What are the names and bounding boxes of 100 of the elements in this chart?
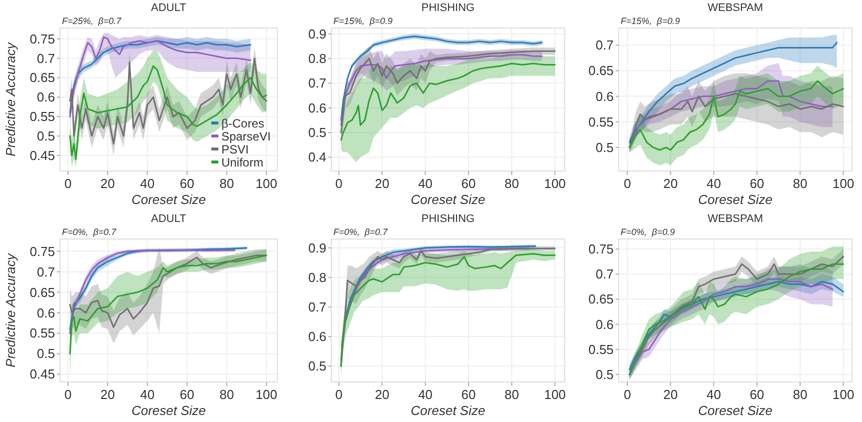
x-tick-label: 60 [461, 176, 476, 191]
y-tick-label: 0.7 [308, 76, 326, 91]
y-tick-label: 0.75 [30, 244, 55, 259]
y-tick-label: 0.6 [596, 88, 614, 104]
y-tick-label: 0.6 [308, 329, 326, 344]
y-tick-label: 0.6 [596, 316, 614, 332]
y-axis-title: Predictive Accuracy [3, 252, 18, 368]
y-tick-label: 0.5 [308, 125, 326, 140]
y-tick-label: 0.45 [30, 148, 55, 163]
x-tick-label: 40 [418, 176, 433, 191]
y-tick-label: 0.8 [308, 51, 326, 66]
y-tick-label: 0.65 [588, 292, 614, 307]
x-tick-label: 40 [706, 176, 721, 191]
y-tick-label: 0.65 [30, 284, 55, 300]
x-tick-label: 100 [832, 176, 854, 191]
y-tick-label: 0.75 [588, 242, 614, 257]
legend-label: SparseVI [221, 130, 271, 144]
y-tick-label: 0.6 [36, 305, 55, 320]
y-tick-label: 0.4 [308, 150, 326, 165]
y-tick-label: 0.65 [30, 70, 55, 86]
y-tick-label: 0.5 [36, 128, 55, 144]
chart-title: WEBSPAM [708, 2, 764, 14]
y-tick-label: 0.9 [308, 26, 326, 42]
y-tick-label: 0.7 [596, 266, 614, 282]
line-series [69, 254, 268, 328]
y-tick-label: 0.55 [588, 342, 614, 357]
legend-label: PSVI [221, 142, 249, 156]
chart-subtitle: F=25%, β=0.7 [62, 16, 122, 26]
x-tick-label: 80 [792, 387, 808, 402]
chart-subtitle: F=15%, β=0.9 [333, 16, 393, 26]
chart-title: ADULT [151, 213, 187, 225]
y-tick-label: 0.7 [36, 264, 55, 280]
x-tick-label: 20 [663, 387, 678, 402]
x-tick-label: 100 [544, 176, 566, 191]
y-tick-label: 0.5 [596, 140, 614, 155]
y-tick-label: 0.8 [308, 270, 326, 285]
x-tick-label: 60 [750, 387, 764, 402]
chart-subtitle: F=15%, β=0.9 [620, 16, 680, 26]
x-tick-label: 100 [832, 387, 854, 402]
chart-title: ADULT [151, 2, 187, 14]
y-tick-label: 0.5 [596, 366, 614, 382]
x-axis-title: Coreset Size [698, 403, 773, 418]
y-tick-label: 0.5 [36, 346, 55, 362]
x-tick-label: 60 [180, 387, 194, 402]
x-tick-label: 80 [504, 387, 519, 402]
x-tick-label: 20 [100, 176, 115, 191]
x-tick-label: 80 [219, 176, 234, 191]
x-tick-label: 60 [750, 176, 764, 191]
y-tick-label: 0.55 [30, 109, 55, 124]
x-tick-label: 0 [624, 176, 631, 191]
legend-label: β-Cores [221, 116, 264, 130]
y-axis-title: Predictive Accuracy [3, 41, 18, 156]
x-axis-title: Coreset Size [131, 403, 206, 418]
y-tick-label: 0.55 [30, 326, 55, 341]
x-tick-label: 20 [663, 176, 678, 191]
chart-title: PHISHING [421, 2, 475, 14]
chart-subtitle: F=0%, β=0.7 [62, 227, 118, 237]
x-tick-label: 80 [219, 387, 234, 402]
y-tick-label: 0.75 [30, 31, 55, 46]
chart-title: PHISHING [421, 213, 475, 225]
y-tick-label: 0.6 [36, 90, 55, 105]
chart-title: WEBSPAM [708, 213, 764, 225]
x-tick-label: 40 [140, 387, 155, 402]
x-tick-label: 100 [256, 176, 278, 191]
x-tick-label: 0 [335, 176, 343, 191]
x-tick-label: 20 [374, 387, 390, 402]
x-tick-label: 40 [140, 176, 155, 191]
x-axis-title: Coreset Size [131, 192, 206, 207]
x-axis-title: Coreset Size [698, 192, 773, 207]
x-tick-label: 100 [544, 387, 566, 402]
line-series [340, 62, 556, 141]
y-tick-label: 0.6 [308, 100, 326, 116]
x-tick-label: 0 [335, 387, 343, 402]
x-tick-label: 40 [418, 387, 433, 402]
x-axis-title: Coreset Size [410, 403, 486, 418]
x-tick-label: 0 [64, 387, 72, 402]
y-tick-label: 0.65 [588, 63, 614, 78]
x-tick-label: 100 [256, 387, 278, 402]
x-tick-label: 60 [180, 176, 194, 191]
y-tick-label: 0.5 [308, 358, 326, 374]
line-series [69, 254, 268, 354]
line-series [628, 92, 844, 148]
legend-label: Uniform [221, 156, 264, 170]
x-tick-label: 80 [504, 176, 519, 191]
y-tick-label: 0.7 [36, 50, 55, 66]
x-axis-title: Coreset Size [410, 192, 486, 207]
y-tick-label: 0.55 [588, 114, 614, 130]
chart-subtitle: F=0%, β=0.9 [620, 227, 675, 237]
y-tick-label: 0.9 [308, 240, 326, 256]
y-tick-label: 0.7 [596, 38, 614, 53]
y-tick-label: 0.45 [30, 366, 55, 382]
x-tick-label: 0 [64, 176, 72, 191]
x-tick-label: 20 [374, 176, 390, 191]
y-tick-label: 0.7 [308, 299, 326, 314]
x-tick-label: 20 [100, 387, 115, 402]
chart-subtitle: F=0%, β=0.7 [333, 227, 388, 237]
x-tick-label: 0 [624, 387, 631, 402]
x-tick-label: 40 [706, 387, 721, 402]
x-tick-label: 60 [461, 387, 476, 402]
x-tick-label: 80 [792, 176, 808, 191]
